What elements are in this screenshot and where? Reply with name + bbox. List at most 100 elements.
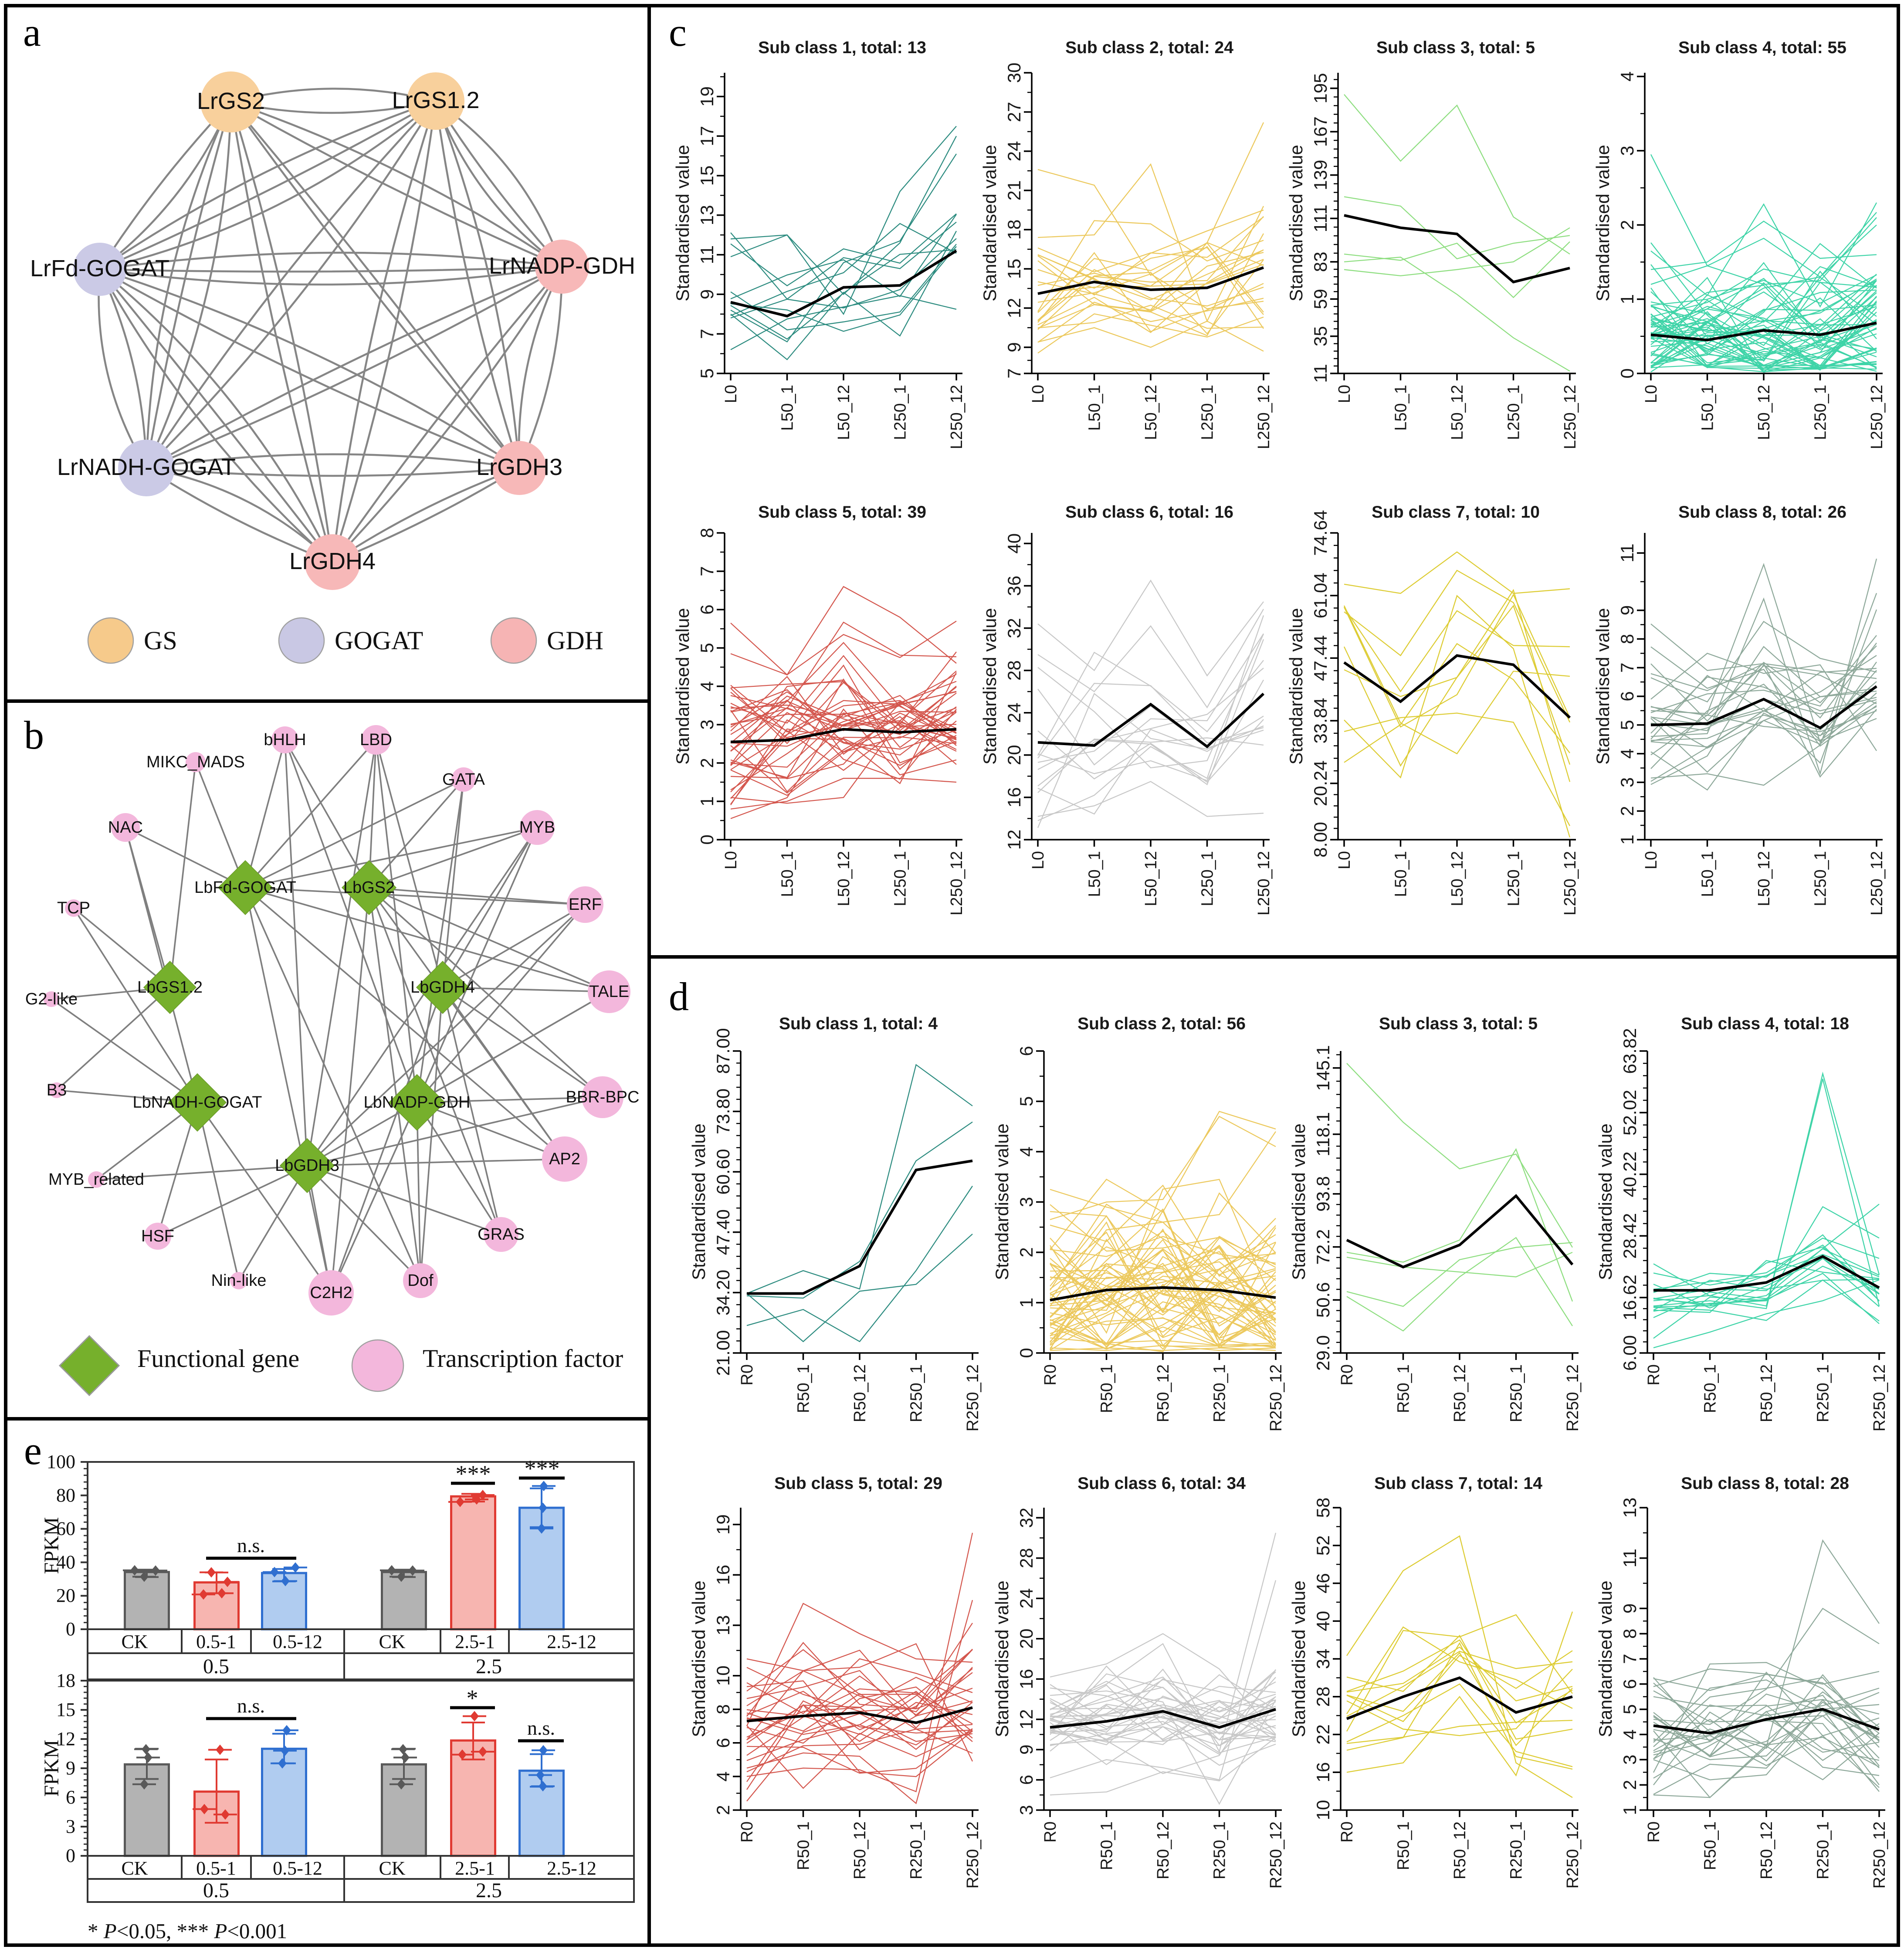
svg-text:Functional gene: Functional gene [137,1344,299,1373]
svg-text:9: 9 [1016,1745,1037,1755]
svg-text:28: 28 [1313,1686,1333,1707]
svg-text:5: 5 [1016,1096,1037,1106]
svg-text:40.22: 40.22 [1619,1151,1640,1197]
svg-text:47.40: 47.40 [713,1209,733,1255]
svg-text:ERF: ERF [569,895,602,914]
svg-text:16: 16 [1004,787,1024,808]
svg-text:L50_1: L50_1 [1699,851,1717,897]
svg-text:3: 3 [697,719,717,729]
svg-text:58: 58 [1313,1498,1333,1518]
svg-text:36: 36 [1004,576,1024,596]
svg-text:c: c [669,10,687,54]
svg-text:50.6: 50.6 [1313,1282,1333,1318]
svg-text:13: 13 [1619,1498,1640,1518]
svg-text:L50_1: L50_1 [779,851,797,897]
svg-text:L50_12: L50_12 [1755,385,1773,440]
svg-text:* P<0.05, *** P<0.001: * P<0.05, *** P<0.001 [88,1919,287,1943]
svg-text:R50_12: R50_12 [1758,1364,1776,1422]
svg-text:Sub class 6, total: 34: Sub class 6, total: 34 [1077,1474,1246,1493]
svg-text:R0: R0 [738,1821,756,1843]
svg-text:Standardised value: Standardised value [672,145,693,302]
svg-text:5: 5 [697,368,717,378]
svg-text:47.44: 47.44 [1310,635,1331,681]
svg-text:Standardised value: Standardised value [979,608,1000,765]
svg-text:2: 2 [713,1805,733,1815]
svg-text:L50_12: L50_12 [1755,851,1773,906]
svg-text:LrNADP-GDH: LrNADP-GDH [489,253,635,279]
svg-text:80: 80 [56,1485,75,1506]
svg-text:HSF: HSF [141,1227,174,1245]
svg-text:L250_1: L250_1 [1199,385,1217,440]
svg-text:7: 7 [1619,1654,1640,1664]
svg-text:8: 8 [697,528,717,538]
svg-text:5: 5 [1617,720,1637,730]
svg-text:L50_1: L50_1 [779,385,797,431]
svg-text:Standardised value: Standardised value [992,1580,1012,1737]
svg-text:10: 10 [713,1665,733,1686]
svg-text:R50_1: R50_1 [1098,1364,1116,1413]
svg-text:52: 52 [1313,1535,1333,1556]
svg-text:R50_12: R50_12 [1154,1364,1172,1422]
svg-text:MYB_related: MYB_related [48,1170,144,1189]
svg-text:L250_12: L250_12 [1255,385,1273,449]
svg-text:L250_12: L250_12 [948,851,966,915]
svg-text:72.2: 72.2 [1313,1229,1333,1265]
svg-text:L250_1: L250_1 [1812,385,1830,440]
svg-text:12: 12 [56,1728,75,1750]
svg-text:Sub class 5, total: 39: Sub class 5, total: 39 [758,503,926,522]
svg-text:CK: CK [121,1631,148,1652]
svg-text:1: 1 [697,796,717,806]
svg-text:R50_12: R50_12 [851,1821,869,1879]
svg-text:CK: CK [379,1631,405,1652]
svg-text:GS: GS [144,626,177,655]
svg-text:R250_1: R250_1 [1211,1364,1229,1422]
svg-text:Sub class 4, total: 55: Sub class 4, total: 55 [1678,38,1846,57]
svg-text:Dof: Dof [407,1271,434,1290]
svg-text:Standardised value: Standardised value [688,1123,709,1280]
svg-text:R50_1: R50_1 [1395,1364,1413,1413]
svg-text:L50_1: L50_1 [1699,385,1717,431]
svg-text:Sub class 8, total: 26: Sub class 8, total: 26 [1678,503,1846,522]
svg-text:LbGS2: LbGS2 [343,878,395,897]
svg-text:Standardised value: Standardised value [1288,1580,1309,1737]
svg-text:Standardised value: Standardised value [1592,145,1613,302]
svg-text:R50_1: R50_1 [1701,1821,1720,1870]
svg-text:16: 16 [1313,1762,1333,1783]
svg-text:BBR-BPC: BBR-BPC [566,1088,640,1106]
svg-text:R250_12: R250_12 [1267,1821,1285,1889]
svg-text:R250_1: R250_1 [908,1364,926,1422]
svg-text:0.5-12: 0.5-12 [273,1858,322,1879]
svg-text:24: 24 [1004,141,1024,162]
svg-text:24: 24 [1016,1588,1037,1609]
svg-text:R0: R0 [1338,1821,1356,1843]
svg-text:20: 20 [1004,745,1024,765]
svg-text:17: 17 [697,126,717,146]
svg-text:2.5-1: 2.5-1 [455,1631,495,1652]
svg-text:40: 40 [1004,533,1024,554]
svg-text:4: 4 [1016,1146,1037,1156]
svg-text:R50_1: R50_1 [1395,1821,1413,1870]
svg-text:118.1: 118.1 [1313,1112,1333,1156]
svg-text:60: 60 [56,1518,75,1539]
svg-text:0.5: 0.5 [203,1879,229,1902]
svg-text:G2-like: G2-like [25,990,78,1008]
svg-text:AP2: AP2 [549,1150,580,1168]
svg-text:13: 13 [697,205,717,225]
svg-text:2.5: 2.5 [476,1655,502,1678]
svg-text:Sub class 7, total: 14: Sub class 7, total: 14 [1374,1474,1542,1493]
svg-text:Standardised value: Standardised value [1288,1123,1309,1280]
svg-text:100: 100 [47,1451,75,1472]
svg-text:2.5-1: 2.5-1 [455,1858,495,1879]
svg-text:8: 8 [1619,1629,1640,1639]
svg-text:9: 9 [1619,1604,1640,1614]
svg-text:7: 7 [697,566,717,576]
svg-text:L250_1: L250_1 [891,385,910,440]
svg-text:8: 8 [1617,634,1637,644]
svg-text:29.0: 29.0 [1313,1335,1333,1371]
svg-text:LrGDH4: LrGDH4 [289,548,376,574]
svg-text:Nin-like: Nin-like [211,1271,267,1290]
svg-text:20: 20 [56,1585,75,1606]
svg-text:Standardised value: Standardised value [672,608,693,765]
svg-text:145.1: 145.1 [1313,1045,1333,1091]
svg-text:20: 20 [1016,1628,1037,1649]
